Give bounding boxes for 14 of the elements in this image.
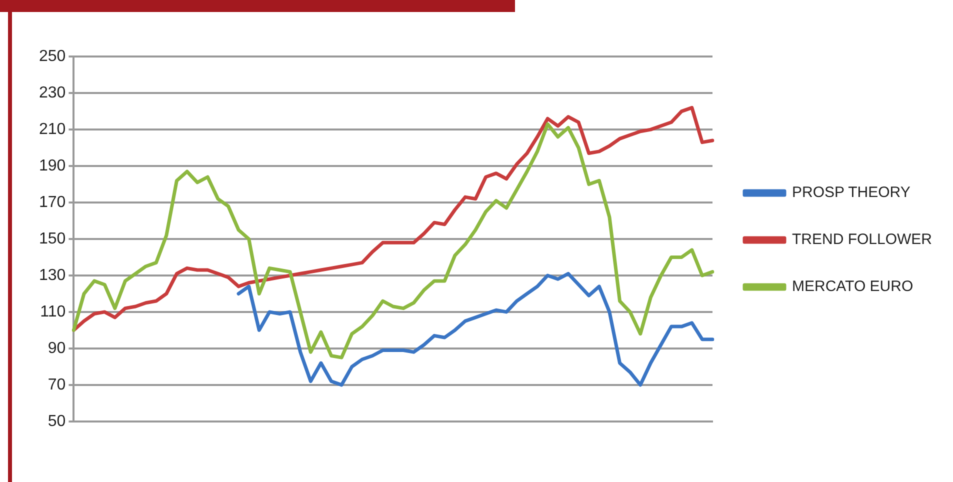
y-tick-label: 130 — [38, 266, 66, 284]
legend-label: PROSP THEORY — [792, 184, 910, 202]
y-tick-label: 250 — [38, 48, 66, 66]
y-tick-label: 230 — [38, 84, 66, 102]
y-tick-label: 110 — [40, 303, 66, 320]
y-tick-label: 150 — [38, 230, 66, 248]
y-tick-label: 90 — [48, 340, 66, 357]
y-tick-label: 70 — [48, 376, 66, 394]
y-tick-label: 50 — [48, 412, 66, 430]
legend-label: TREND FOLLOWER — [792, 231, 932, 248]
y-tick-label: 170 — [38, 194, 66, 211]
legend-label: MERCATO EURO — [792, 278, 914, 296]
y-tick-label: 190 — [38, 157, 66, 174]
y-tick-label: 210 — [38, 120, 66, 138]
